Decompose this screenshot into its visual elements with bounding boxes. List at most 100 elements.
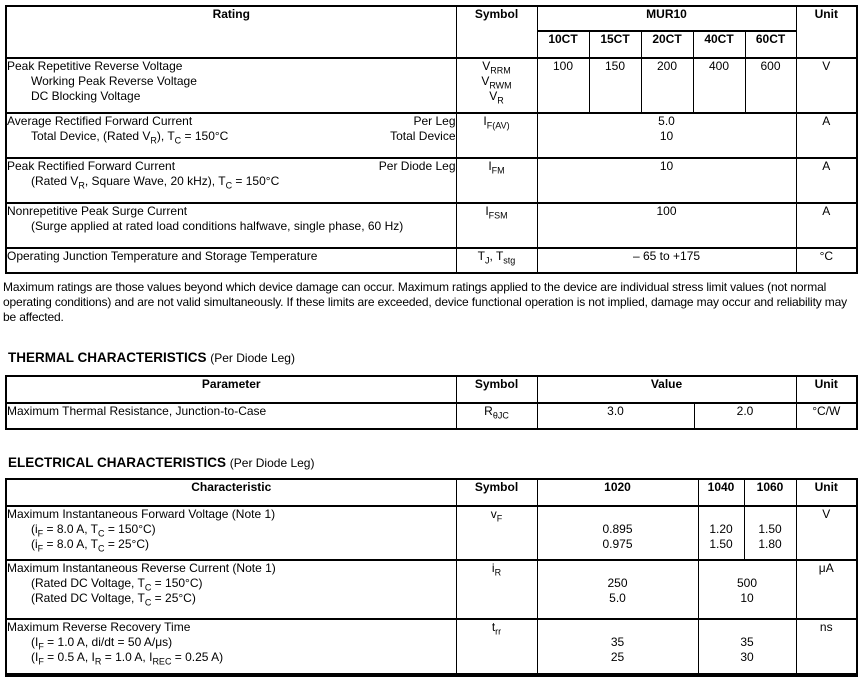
rating-line: (Surge applied at rated load conditions …	[31, 219, 404, 233]
ratings-header-row-family: Rating Symbol MUR10 Unit	[5, 6, 858, 58]
row-peak-forward-current: Peak Rectified Forward Current Per Diode…	[5, 158, 858, 203]
unit-cell: °C	[795, 248, 858, 273]
spacer	[538, 507, 698, 522]
characteristic-line: (iF = 8.0 A, TC = 150°C)	[31, 522, 156, 539]
rating-line: (Rated VR, Square Wave, 20 kHz), TC = 15…	[31, 174, 280, 191]
value-line: 35	[610, 635, 625, 649]
row-avg-forward-current: Average Rectified Forward Current Per Le…	[5, 113, 858, 158]
value-line: 1.20	[709, 522, 733, 536]
parameter-line: Maximum Thermal Resistance, Junction-to-…	[7, 404, 267, 418]
spacer	[699, 620, 796, 635]
electrical-table-header: Characteristic Symbol 1020 1040 1060 Uni…	[5, 479, 858, 506]
reverse-current-1020-cell: 250 5.0	[536, 560, 699, 619]
value-line: 500	[736, 576, 758, 590]
forward-voltage-characteristic-cell: Maximum Instantaneous Forward Voltage (N…	[5, 506, 457, 560]
thermal-heading-bold: THERMAL CHARACTERISTICS	[8, 350, 211, 365]
characteristic-line: (IF = 1.0 A, di/dt = 50 A/μs)	[31, 635, 173, 652]
reverse-voltage-symbol-cell: VRRM VRWM VR	[455, 58, 538, 113]
electrical-heading-suffix: (Per Diode Leg)	[229, 456, 315, 470]
unit-cell: V	[795, 58, 858, 113]
thermal-value-b-cell: 2.0	[693, 403, 797, 429]
value-line: 25	[610, 650, 625, 664]
reverse-voltage-rating-cell: Peak Repetitive Reverse Voltage Working …	[5, 58, 457, 113]
datasheet-page: Rating Symbol MUR10 Unit 10CT 15CT 20CT …	[0, 5, 861, 677]
characteristic-line: (IF = 0.5 A, IR = 1.0 A, IREC = 0.25 A)	[31, 650, 224, 667]
thermal-header-unit: Unit	[795, 376, 858, 403]
spacer	[745, 507, 796, 522]
spacer	[538, 620, 698, 635]
row-temperature: Operating Junction Temperature and Stora…	[5, 248, 858, 273]
electrical-header-1020: 1020	[536, 479, 699, 506]
maximum-ratings-table: Rating Symbol MUR10 Unit 10CT 15CT 20CT …	[5, 5, 859, 274]
rating-text: Average Rectified Forward Current	[7, 114, 193, 128]
thermal-characteristics-table: Parameter Symbol Value Unit Maximum Ther…	[5, 375, 859, 430]
ratings-header-model-40ct: 40CT	[692, 31, 746, 58]
value-line: 5.0	[609, 591, 626, 605]
value-cell: 400	[692, 58, 746, 113]
ratings-header-family: MUR10	[536, 6, 797, 32]
rating-line: Total Device, (Rated VR), TC = 150°C Tot…	[7, 129, 456, 146]
characteristic-line: (Rated DC Voltage, TC = 150°C)	[31, 576, 203, 593]
value-cell: 600	[744, 58, 797, 113]
spacer	[699, 507, 744, 522]
spacer	[699, 561, 796, 576]
avg-forward-symbol-cell: IF(AV)	[455, 113, 538, 158]
temperature-symbol-cell: TJ, Tstg	[455, 248, 538, 273]
value-line: 0.895	[602, 522, 633, 536]
forward-voltage-1020-cell: 0.895 0.975	[536, 506, 699, 560]
electrical-characteristics-table: Characteristic Symbol 1020 1040 1060 Uni…	[5, 478, 858, 677]
thermal-header-symbol: Symbol	[455, 376, 538, 403]
thermal-header-value: Value	[536, 376, 797, 403]
ratings-header-model-15ct: 15CT	[588, 31, 642, 58]
forward-voltage-1040-cell: 1.20 1.50	[697, 506, 745, 560]
value-line: 10	[740, 591, 754, 605]
rating-line: DC Blocking Voltage	[31, 89, 141, 103]
value-line: 1.50	[758, 522, 782, 536]
rating-line: Average Rectified Forward Current Per Le…	[7, 114, 456, 129]
value-line: 10	[659, 129, 674, 143]
reverse-current-1040-1060-cell: 500 10	[697, 560, 797, 619]
value-line: 35	[740, 635, 754, 649]
recovery-time-1040-1060-cell: 35 30	[697, 619, 797, 675]
recovery-time-1020-cell: 35 25	[536, 619, 699, 675]
row-reverse-voltage: Peak Repetitive Reverse Voltage Working …	[5, 58, 858, 113]
reverse-current-characteristic-cell: Maximum Instantaneous Reverse Current (N…	[5, 560, 457, 619]
rating-text: Total Device, (Rated VR), TC = 150°C	[31, 129, 229, 146]
electrical-header-1060: 1060	[743, 479, 797, 506]
electrical-heading-bold: ELECTRICAL CHARACTERISTICS	[8, 455, 230, 470]
row-reverse-current: Maximum Instantaneous Reverse Current (N…	[5, 560, 858, 619]
electrical-header-symbol: Symbol	[455, 479, 538, 506]
peak-forward-value-cell: 10	[536, 158, 797, 203]
thermal-table-header: Parameter Symbol Value Unit	[5, 376, 858, 403]
value-line: 1.80	[758, 537, 782, 551]
row-forward-voltage: Maximum Instantaneous Forward Voltage (N…	[5, 506, 858, 560]
unit-cell: μA	[795, 560, 858, 619]
recovery-time-symbol-cell: trr	[455, 619, 538, 675]
rating-right-text: Per Diode Leg	[378, 159, 456, 173]
characteristic-line: Maximum Instantaneous Forward Voltage (N…	[7, 507, 276, 521]
recovery-time-characteristic-cell: Maximum Reverse Recovery Time (IF = 1.0 …	[5, 619, 457, 675]
thermal-section-heading: THERMAL CHARACTERISTICS (Per Diode Leg)	[8, 350, 861, 366]
symbol-line: VR	[489, 89, 504, 106]
thermal-symbol-cell: RθJC	[455, 403, 538, 429]
thermal-header-parameter: Parameter	[5, 376, 457, 403]
value-cell: 200	[640, 58, 694, 113]
rating-line: Peak Rectified Forward Current Per Diode…	[7, 159, 456, 174]
thermal-parameter-cell: Maximum Thermal Resistance, Junction-to-…	[5, 403, 457, 429]
unit-cell: A	[795, 158, 858, 203]
temperature-rating-cell: Operating Junction Temperature and Stora…	[5, 248, 457, 273]
maximum-ratings-footnote: Maximum ratings are those values beyond …	[3, 280, 848, 324]
rating-text: Peak Rectified Forward Current	[7, 159, 176, 173]
thermal-value-a-cell: 3.0	[536, 403, 695, 429]
peak-forward-rating-cell: Peak Rectified Forward Current Per Diode…	[5, 158, 457, 203]
ratings-header-model-10ct: 10CT	[536, 31, 590, 58]
row-surge-current: Nonrepetitive Peak Surge Current (Surge …	[5, 203, 858, 248]
avg-forward-value-cell: 5.0 10	[536, 113, 797, 158]
peak-forward-symbol-cell: IFM	[455, 158, 538, 203]
rating-line: Working Peak Reverse Voltage	[31, 74, 197, 88]
electrical-header-1040: 1040	[697, 479, 745, 506]
rating-line: Nonrepetitive Peak Surge Current	[7, 204, 188, 218]
characteristic-line: (Rated DC Voltage, TC = 25°C)	[31, 591, 196, 608]
spacer	[538, 561, 698, 576]
characteristic-line: Maximum Reverse Recovery Time	[7, 620, 191, 634]
